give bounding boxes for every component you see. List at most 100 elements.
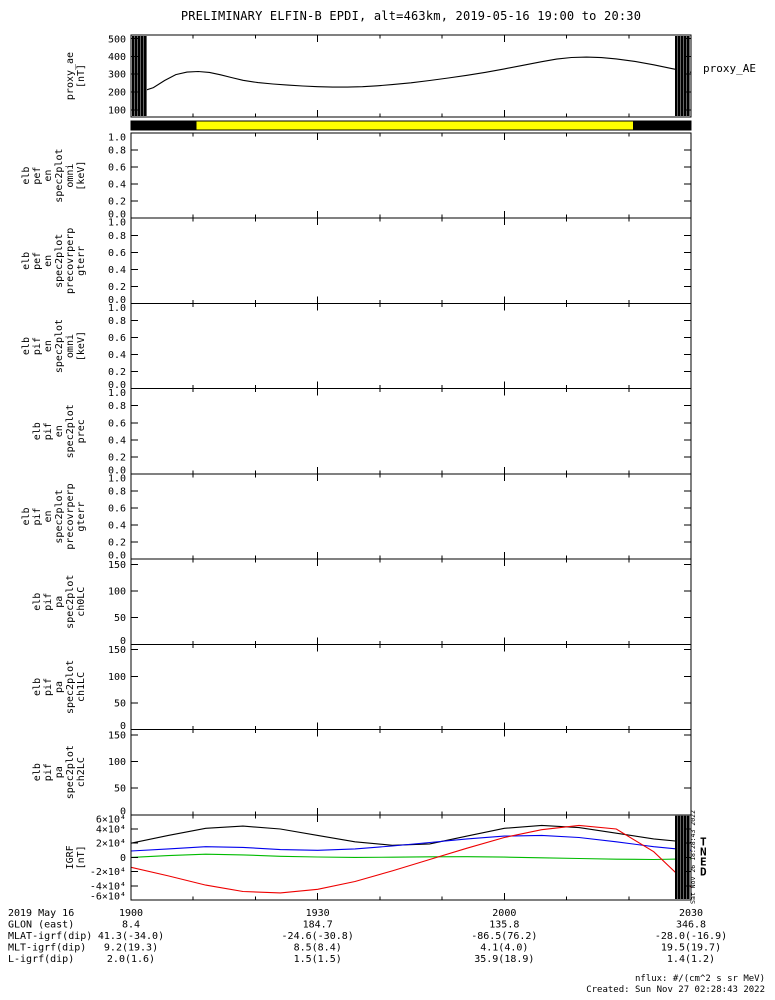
y-axis-label-word: spec2plot — [65, 660, 76, 714]
y-tick-label: 0.4 — [108, 180, 126, 191]
axis-row-value: 41.3(-34.0) — [98, 931, 164, 942]
y-axis-label-word: ch0LC — [76, 587, 87, 617]
y-tick-label: 0.8 — [108, 146, 126, 157]
y-tick-label: 0.2 — [108, 197, 126, 208]
x-axis-annotation-table: 2019 May 16 1900 1930 2000 2030 GLON (east) 8.… — [8, 908, 727, 965]
data-availability-strip — [130, 120, 692, 131]
y-tick-label: 1.0 — [108, 218, 126, 229]
side-timestamp: Sat Nov 26 18:28:43 2022 — [689, 810, 697, 904]
y-tick-label: 0 — [120, 853, 126, 864]
y-axis-label-word: pif — [43, 763, 54, 781]
series-N — [131, 834, 691, 852]
panel-frame — [130, 558, 692, 645]
panel-elb_pef_en_spec2plot_precovrperp_gterr: 0.0 0.2 0.4 0.6 0.8 1.0 elb pef en spec2plot preco… — [21, 217, 692, 306]
series-key-N: N — [700, 845, 707, 858]
y-axis-label-word: omni — [65, 164, 76, 188]
series-E — [131, 853, 691, 861]
y-axis-label-word: spec2plot — [54, 319, 65, 373]
panel-elb_pif_pa_spec2plot_ch0LC: 0 50 100 150 elb pif pa spec2plot ch0LC — [32, 558, 692, 647]
y-axis-label-word: spec2plot — [54, 489, 65, 543]
footer-notes: nflux: #/(cm^2 s sr MeV) Created: Sun No… — [586, 974, 765, 997]
axis-row-value: 184.7 — [303, 920, 333, 931]
y-tick-label: 50 — [114, 784, 126, 795]
panel-elb_pif_en_spec2plot_precovrperp_gterr: 0.0 0.2 0.4 0.6 0.8 1.0 elb pif en spec2plot preco… — [21, 473, 692, 562]
y-axis-label-word: en — [43, 170, 54, 182]
axis-row-label: MLT-igrf(dip) — [8, 943, 86, 954]
y-tick-label: 50 — [114, 698, 126, 709]
y-axis-label-word: omni — [65, 334, 76, 358]
y-tick-label: 0.8 — [108, 401, 126, 412]
axis-row-label: GLON (east) — [8, 920, 74, 931]
panel-frame — [130, 729, 692, 816]
y-axis-label-word: elb — [32, 593, 43, 611]
axis-row-value: 135.8 — [489, 920, 519, 931]
panel-frame — [130, 132, 692, 219]
y-tick-label: 1.0 — [108, 133, 126, 144]
y-tick-label: 0.6 — [108, 418, 126, 429]
plot-title: PRELIMINARY ELFIN-B EPDI, alt=463km, 201… — [180, 9, 642, 23]
y-axis-label-word: pa — [54, 596, 65, 608]
y-tick-label: -6×10⁴ — [90, 892, 126, 903]
panel-frame — [130, 643, 692, 731]
y-tick-label: 0.4 — [108, 350, 126, 361]
y-axis-label-word: ch1LC — [76, 672, 87, 702]
y-tick-label: 1.0 — [108, 303, 126, 314]
axis-row-value: 8.5(8.4) — [294, 943, 342, 954]
panel-elb_pif_en_spec2plot_prec: 0.0 0.2 0.4 0.6 0.8 1.0 elb pif en spec2plot prec — [32, 388, 692, 476]
axis-row-value: 1.5(1.5) — [294, 954, 342, 965]
panel-elb_pif_pa_spec2plot_ch2LC: 0 50 100 150 elb pif pa spec2plot ch2LC — [32, 729, 692, 817]
axis-row-value: 1930 — [306, 908, 330, 919]
y-axis-label-word: gterr — [76, 501, 87, 531]
y-axis-label-word: IGRF — [65, 845, 76, 869]
y-tick-label: 0 — [120, 721, 126, 732]
y-axis-label-word: pif — [32, 337, 43, 355]
panel-frame — [130, 302, 692, 390]
axis-row-value: 4.1(4.0) — [480, 943, 528, 954]
y-axis-label-word: [nT] — [76, 64, 87, 88]
axis-row-value: -28.0(-16.9) — [655, 931, 727, 942]
strip-segment — [196, 121, 634, 130]
y-tick-label: 4×10⁴ — [96, 824, 126, 835]
y-axis-label-word: proxy_ae — [65, 52, 76, 100]
y-axis-label-word: pif — [43, 678, 54, 696]
y-axis-label-word: elb — [21, 252, 32, 270]
y-tick-label: 0.8 — [108, 231, 126, 242]
y-axis-label-word: gterr — [76, 246, 87, 276]
axis-row-value: 19.5(19.7) — [661, 943, 721, 954]
y-axis-label-word: en — [54, 425, 65, 437]
y-tick-label: -2×10⁴ — [90, 867, 126, 878]
y-tick-label: 0.2 — [108, 282, 126, 293]
panel-elb_pef_en_spec2plot_omni: 0.0 0.2 0.4 0.6 0.8 1.0 elb pef en spec2plot omni[… — [21, 132, 692, 221]
y-tick-label: 0 — [120, 636, 126, 647]
y-tick-label: 0.6 — [108, 248, 126, 259]
y-tick-label: 150 — [108, 560, 126, 571]
axis-row-value: 2000 — [492, 908, 516, 919]
y-tick-label: 100 — [108, 587, 126, 598]
flux-units-note: nflux: #/(cm^2 s sr MeV) — [634, 973, 765, 984]
y-axis-label-word: elb — [32, 422, 43, 440]
y-axis-label-word: prec — [76, 419, 87, 443]
hatch-bar-right — [675, 36, 690, 116]
axis-row-label: 2019 May 16 — [8, 908, 74, 919]
series-key-T: T — [700, 835, 707, 848]
y-tick-label: 0.0 — [108, 295, 126, 306]
y-tick-label: 50 — [114, 613, 126, 624]
y-axis-label-word: en — [43, 510, 54, 522]
y-tick-label: 0.0 — [108, 465, 126, 476]
panel-elb_pif_pa_spec2plot_ch1LC: 0 50 100 150 elb pif pa spec2plot ch1LC — [32, 643, 692, 732]
y-axis-label-word: elb — [21, 167, 32, 185]
y-tick-label: 0.8 — [108, 486, 126, 497]
y-axis-label-word: ch2LC — [76, 757, 87, 787]
y-axis-label-word: pif — [43, 422, 54, 440]
created-timestamp: Created: Sun Nov 27 02:28:43 2022 — [586, 985, 765, 996]
y-tick-label: 100 — [108, 672, 126, 683]
panel-frame — [130, 34, 692, 118]
series-key-E: E — [700, 855, 707, 868]
panel-elb_pif_en_spec2plot_omni: 0.0 0.2 0.4 0.6 0.8 1.0 elb pif en spec2plot omni[… — [21, 302, 692, 391]
strip-frame — [130, 120, 692, 131]
axis-row-value: 1.4(1.2) — [667, 954, 715, 965]
series-key-D: D — [700, 865, 707, 878]
strip-segment — [131, 121, 197, 130]
y-tick-label: 0.6 — [108, 333, 126, 344]
